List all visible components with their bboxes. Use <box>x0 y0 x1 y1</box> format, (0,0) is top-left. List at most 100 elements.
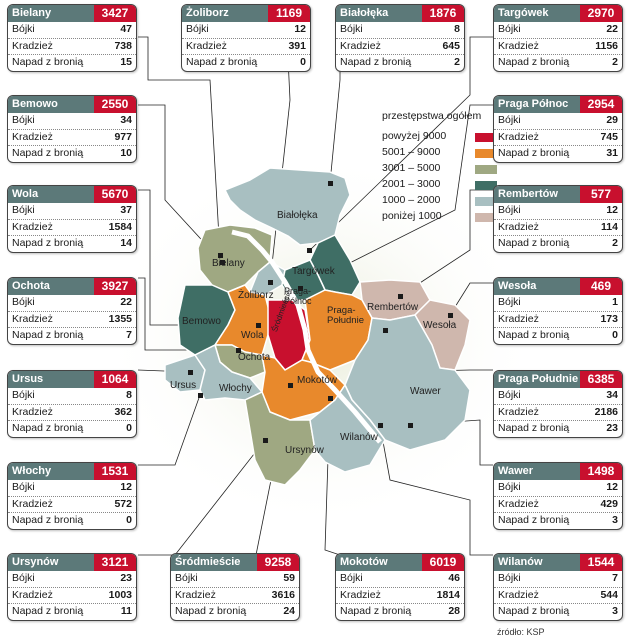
card-praga-polnoc: Praga Północ 2954 Bójki 29 Kradzież 745 Nap… <box>493 95 623 163</box>
district-total: 1876 <box>422 5 464 22</box>
stat-row-robbery: Napad z bronią 23 <box>498 422 618 434</box>
vistula-river <box>231 229 382 444</box>
card-ursynow: Ursynów 3121 Bójki 23 Kradzież 1003 Napad z… <box>7 553 137 621</box>
district-name: Rembertów <box>498 188 558 200</box>
stat-row-fights: Bójki 12 <box>494 480 622 497</box>
district-total: 1498 <box>580 463 622 480</box>
card-bemowo: Bemowo 2550 Bójki 34 Kradzież 977 Napad z b… <box>7 95 137 163</box>
stat-row-fights: Bójki 46 <box>336 571 464 588</box>
district-name: Ursynów <box>12 556 59 568</box>
stat-row-fights: Bójki 34 <box>494 388 622 405</box>
map-label-zoliborz: Żoliborz <box>238 290 274 301</box>
legend-label: 2001 – 3000 <box>382 178 441 190</box>
map-label-rembertow: Rembertów <box>367 302 419 313</box>
stat-row-thefts: Kradzież 1355 <box>8 312 136 328</box>
stat-row-fights: Bójki 12 <box>494 203 622 220</box>
district-bialoleka <box>224 167 351 246</box>
map-label-mokotow: Mokotów <box>297 375 338 386</box>
stat-row-fights: Bójki 8 <box>336 22 464 39</box>
stat-row-thefts: Kradzież 738 <box>8 39 136 55</box>
map-label-praga-polnoc: Praga- Północ <box>284 286 312 306</box>
card-wilanow: Wilanów 1544 Bójki 7 Kradzież 544 Napad z b… <box>493 553 623 621</box>
district-name: Praga Południe <box>498 373 579 385</box>
marker-dots <box>188 181 453 443</box>
district-name: Bemowo <box>12 98 58 110</box>
stat-row-thefts: Kradzież 173 <box>494 312 622 328</box>
stat-row-robbery: Napad z bronią 28 <box>340 605 460 617</box>
map-label-wola: Wola <box>241 330 264 341</box>
stat-row-thefts: Kradzież 429 <box>494 497 622 513</box>
stat-row-thefts: Kradzież 1003 <box>8 588 136 604</box>
stat-row-fights: Bójki 34 <box>8 113 136 130</box>
card-wola: Wola 5670 Bójki 37 Kradzież 1584 Napad z br… <box>7 185 137 253</box>
card-bielany: Bielany 3427 Bójki 47 Kradzież 738 Napad z … <box>7 4 137 72</box>
legend-label: poniżej 1000 <box>382 210 442 222</box>
district-name: Wilanów <box>498 556 543 568</box>
stat-row-robbery: Napad z bronią 7 <box>12 329 132 341</box>
district-name: Wesoła <box>498 280 537 292</box>
legend-item: poniżej 1000 <box>382 210 497 226</box>
card-wlochy: Włochy 1531 Bójki 12 Kradzież 572 Napad z b… <box>7 462 137 530</box>
stat-row-robbery: Napad z bronią 0 <box>186 56 306 68</box>
card-praga-poludnie: Praga Południe 6385 Bójki 34 Kradzież 2186 … <box>493 370 623 438</box>
district-wilanow <box>309 384 386 473</box>
district-total: 1064 <box>94 371 136 388</box>
stat-row-robbery: Napad z bronią 0 <box>498 329 618 341</box>
legend-swatch <box>475 133 497 142</box>
map-label-praga-poludnie: Praga- Południe <box>327 305 364 326</box>
map-label-targowek: Targówek <box>292 266 335 277</box>
legend-item: 1000 – 2000 <box>382 194 497 210</box>
map-label-bialoleka: Białołęka <box>277 210 318 221</box>
card-wawer: Wawer 1498 Bójki 12 Kradzież 429 Napad z br… <box>493 462 623 530</box>
district-name: Bielany <box>12 7 52 19</box>
legend-item: powyżej 9000 <box>382 130 497 146</box>
district-total: 6385 <box>580 371 622 388</box>
stat-row-thefts: Kradzież 645 <box>336 39 464 55</box>
map-label-ursynow: Ursynów <box>285 445 324 456</box>
card-wesola: Wesoła 469 Bójki 1 Kradzież 173 Napad z bro… <box>493 277 623 345</box>
map-label-bemowo: Bemowo <box>182 316 221 327</box>
stat-row-robbery: Napad z bronią 11 <box>12 605 132 617</box>
district-name: Śródmieście <box>175 556 241 568</box>
stat-row-thefts: Kradzież 3616 <box>171 588 299 604</box>
card-srodmiescie: Śródmieście 9258 Bójki 59 Kradzież 3616 Nap… <box>170 553 300 621</box>
districts-shapes <box>164 167 471 486</box>
district-name: Wola <box>12 188 39 200</box>
stat-row-fights: Bójki 59 <box>171 571 299 588</box>
legend-item: 3001 – 5000 <box>382 162 497 178</box>
stat-row-robbery: Napad z bronią 10 <box>12 147 132 159</box>
card-ursus: Ursus 1064 Bójki 8 Kradzież 362 Napad z bro… <box>7 370 137 438</box>
legend-label: 5001 – 9000 <box>382 146 441 158</box>
district-name: Wawer <box>498 465 534 477</box>
stat-row-robbery: Napad z bronią 15 <box>12 56 132 68</box>
district-name: Białołęka <box>340 7 389 19</box>
legend-label: 3001 – 5000 <box>382 162 441 174</box>
card-mokotow: Mokotów 6019 Bójki 46 Kradzież 1814 Napad z… <box>335 553 465 621</box>
district-total: 6019 <box>422 554 464 571</box>
stat-row-thefts: Kradzież 1156 <box>494 39 622 55</box>
legend-label: 1000 – 2000 <box>382 194 441 206</box>
district-total: 9258 <box>257 554 299 571</box>
district-total: 1531 <box>94 463 136 480</box>
stat-row-thefts: Kradzież 391 <box>182 39 310 55</box>
legend-swatch <box>475 213 497 222</box>
map-label-ursus: Ursus <box>170 380 197 391</box>
district-name: Mokotów <box>340 556 388 568</box>
district-name: Ursus <box>12 373 44 385</box>
district-name: Żoliborz <box>186 7 229 19</box>
card-ochota: Ochota 3927 Bójki 22 Kradzież 1355 Napad z … <box>7 277 137 345</box>
stat-row-fights: Bójki 22 <box>8 295 136 312</box>
card-rembertow: Rembertów 577 Bójki 12 Kradzież 114 Napad z… <box>493 185 623 253</box>
stat-row-thefts: Kradzież 1584 <box>8 220 136 236</box>
map-label-ochota: Ochota <box>238 352 271 363</box>
stat-row-thefts: Kradzież 114 <box>494 220 622 236</box>
district-total: 577 <box>580 186 622 203</box>
district-total: 3121 <box>94 554 136 571</box>
district-total: 3927 <box>94 278 136 295</box>
source-note: źródło: KSP <box>497 627 545 637</box>
stat-row-thefts: Kradzież 2186 <box>494 405 622 421</box>
legend-swatch <box>475 181 497 190</box>
stat-row-thefts: Kradzież 362 <box>8 405 136 421</box>
district-total: 1169 <box>268 5 310 22</box>
